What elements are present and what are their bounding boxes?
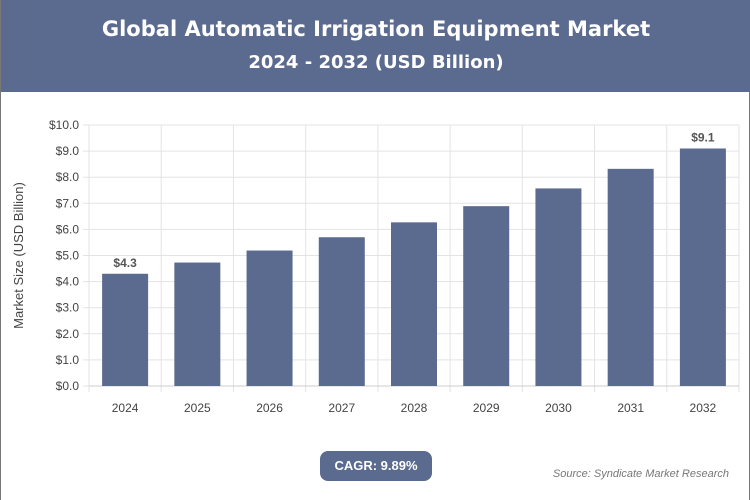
x-tick-label: 2027 [328,401,355,415]
x-tick-label: 2030 [545,401,572,415]
y-tick-label: $3.0 [56,301,80,315]
source-note: Source: Syndicate Market Research [552,468,729,480]
y-tick-label: $7.0 [56,196,80,210]
data-label: $9.1 [691,130,715,144]
data-label: $4.3 [113,256,137,270]
chart-header: Global Automatic Irrigation Equipment Ma… [1,0,750,92]
y-tick-label: $1.0 [56,353,80,367]
bar-2025 [174,262,221,386]
x-tick-label: 2024 [112,401,139,415]
y-tick-label: $0.0 [56,379,80,393]
y-tick-label: $9.0 [56,144,80,158]
x-tick-label: 2031 [617,401,644,415]
chart-title: Global Automatic Irrigation Equipment Ma… [101,17,651,41]
bar-2029 [463,206,510,386]
x-tick-label: 2026 [256,401,283,415]
bar-2031 [607,168,654,386]
x-tick-label: 2029 [473,401,500,415]
y-tick-label: $6.0 [56,222,80,236]
bar-2027 [318,237,365,386]
bar-2028 [391,222,437,386]
chart-subtitle: 2024 - 2032 (USD Billion) [248,52,504,73]
y-tick-label: $2.0 [56,327,80,341]
bar-2030 [535,188,582,386]
cagr-badge: CAGR: 9.89% [320,451,432,481]
y-axis-label: Market Size (USD Billion) [11,182,26,329]
bar-2026 [246,250,293,386]
y-tick-label: $10.0 [49,118,79,132]
bar-2032 [679,148,726,386]
x-tick-label: 2028 [401,401,428,415]
bar-2024 [102,273,149,386]
x-tick-label: 2032 [690,401,717,415]
x-tick-label: 2025 [184,401,211,415]
y-tick-label: $4.0 [56,275,80,289]
y-tick-label: $5.0 [56,249,80,263]
y-tick-label: $8.0 [56,170,80,184]
